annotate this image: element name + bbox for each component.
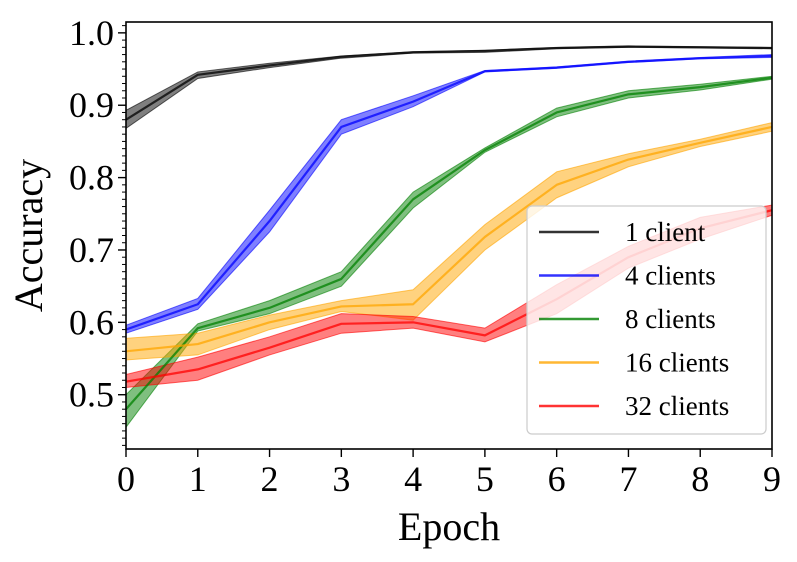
y-tick-label: 0.6 — [69, 302, 114, 342]
legend-entry-label: 1 client — [625, 217, 706, 247]
y-axis-ticks: 0.5 0.6 0.7 0.8 0.9 1.0 — [69, 13, 126, 446]
legend-entry-label: 16 clients — [625, 348, 729, 378]
x-tick-label: 3 — [332, 459, 350, 499]
y-axis-label: Accuracy — [6, 159, 51, 312]
legend-entry-label: 4 clients — [625, 261, 716, 291]
legend-entry-label: 8 clients — [625, 304, 716, 334]
x-axis-ticks: 0 1 2 3 4 5 6 7 8 9 — [117, 449, 781, 499]
x-tick-label: 7 — [619, 459, 637, 499]
x-tick-label: 1 — [189, 459, 207, 499]
x-axis-label: Epoch — [398, 504, 500, 549]
x-tick-label: 2 — [261, 459, 279, 499]
line-1-client — [125, 45, 773, 121]
x-tick-label: 9 — [763, 459, 781, 499]
x-tick-label: 4 — [404, 459, 422, 499]
line-16-clients — [125, 125, 773, 353]
y-tick-label: 0.8 — [69, 158, 114, 198]
x-tick-label: 6 — [548, 459, 566, 499]
line-8-clients — [125, 76, 773, 410]
y-tick-label: 1.0 — [69, 13, 114, 53]
y-tick-label: 0.7 — [69, 230, 114, 270]
y-tick-label: 0.5 — [69, 375, 114, 415]
y-tick-label: 0.9 — [69, 85, 114, 125]
legend-box — [526, 205, 767, 435]
x-tick-label: 5 — [476, 459, 494, 499]
line-4-clients — [125, 54, 773, 331]
x-tick-label: 0 — [117, 459, 135, 499]
legend: 1 client 4 clients 8 clients 16 clients 32 c… — [526, 205, 767, 435]
x-tick-label: 8 — [691, 459, 709, 499]
legend-entry-label: 32 clients — [625, 391, 729, 421]
